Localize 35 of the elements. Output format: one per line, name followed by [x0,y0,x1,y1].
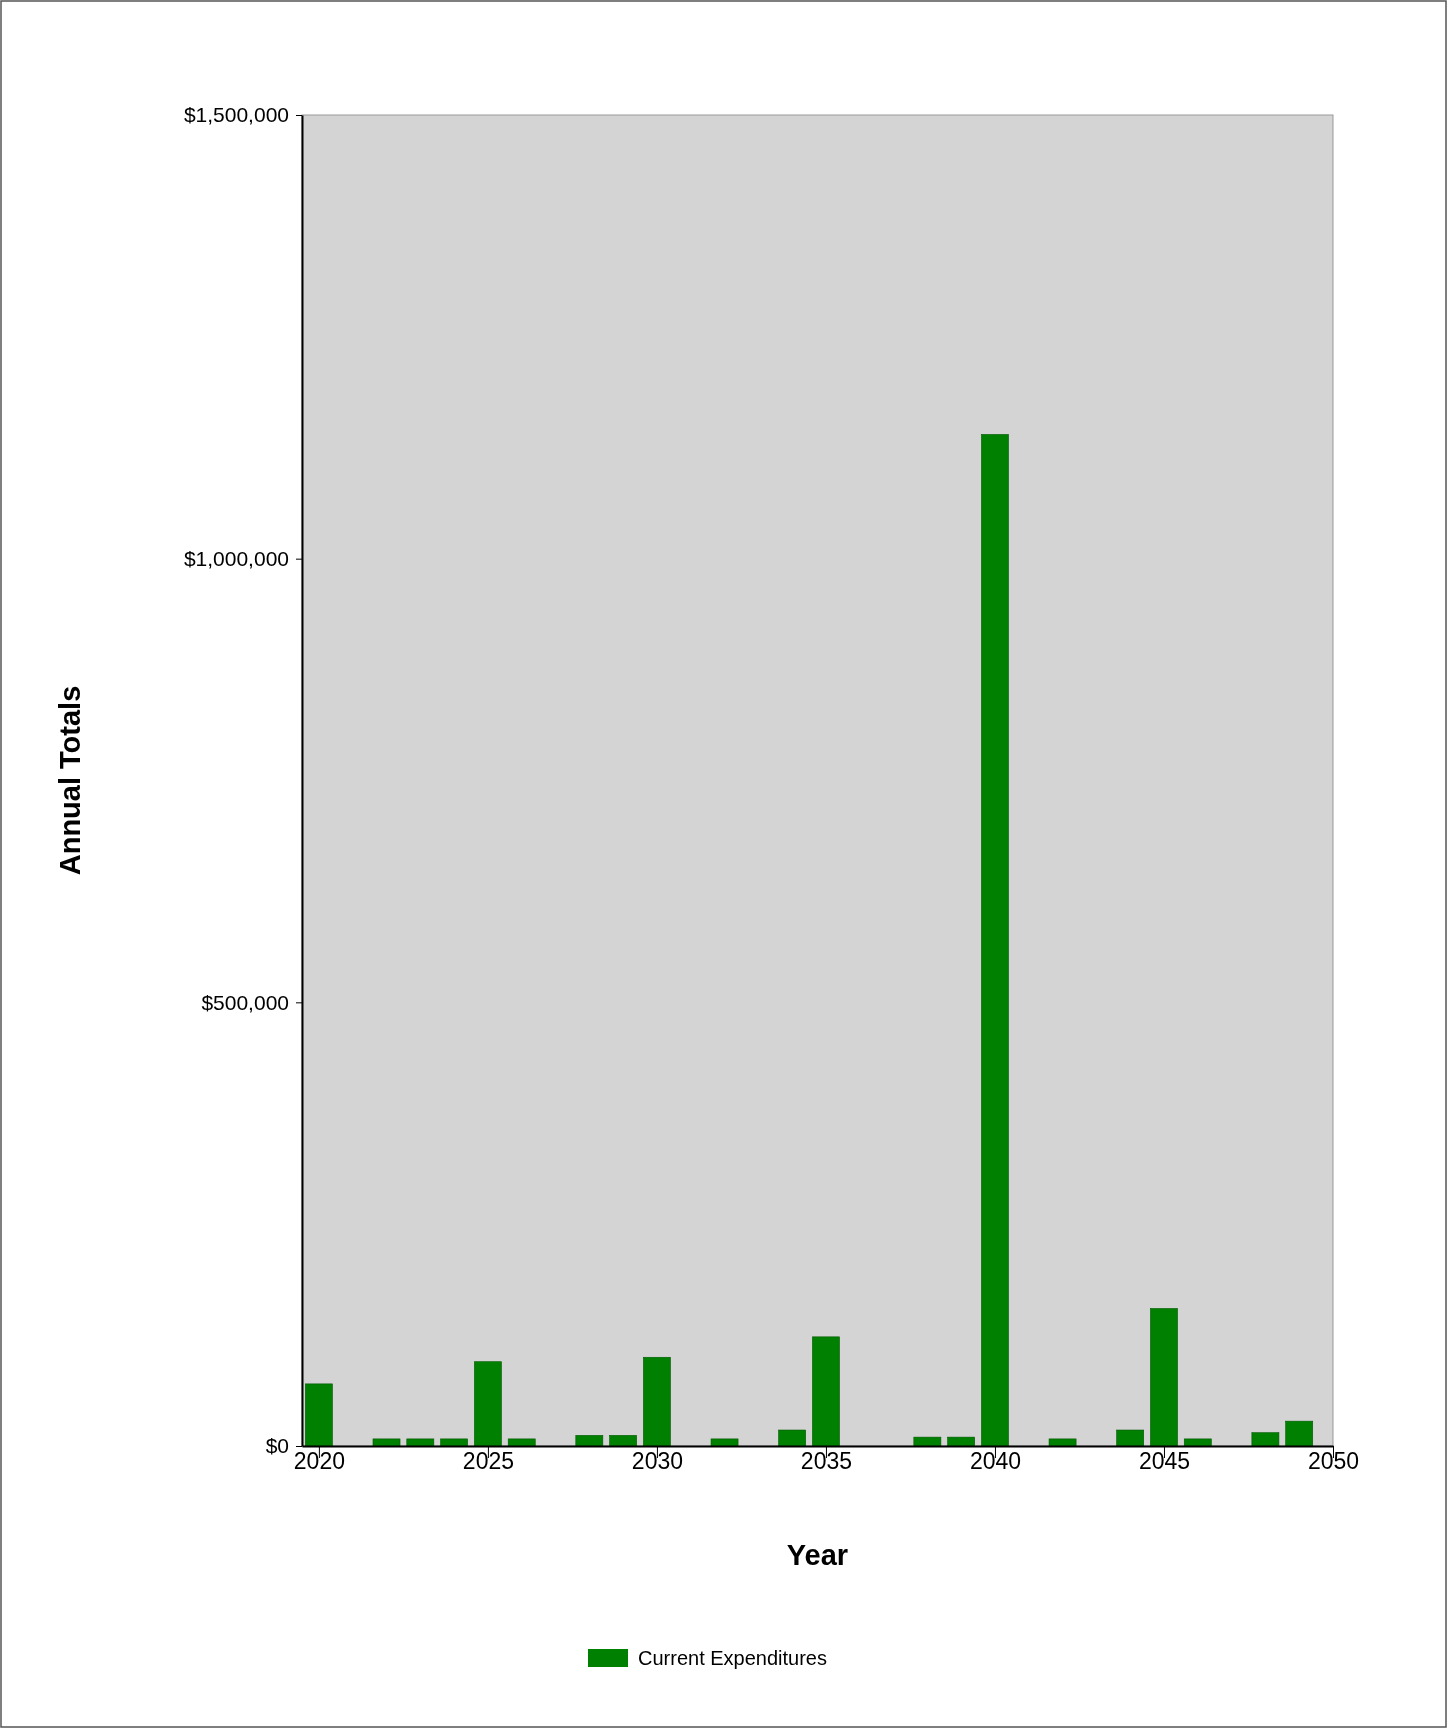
x-tick-label: 2045 [1138,1448,1191,1474]
y-tick-label: $0 [265,1434,289,1458]
bar [778,1429,806,1447]
bar [609,1435,637,1447]
bar [474,1361,502,1447]
x-tick-label: 2035 [800,1448,853,1474]
bar [1183,1438,1212,1447]
y-axis-title: Annual Totals [54,685,86,876]
x-tick-label: 2050 [1307,1448,1360,1474]
x-tick-label: 2030 [631,1448,684,1474]
bar [1048,1438,1077,1447]
y-tick-label: $1,000,000 [183,546,289,570]
bar [507,1438,536,1447]
bar [1150,1308,1178,1447]
bar [812,1336,840,1447]
bar [575,1435,604,1447]
bar [305,1383,333,1447]
x-tick-label: 2020 [293,1448,345,1474]
bar [981,434,1009,1447]
bar [406,1438,435,1447]
bar [1251,1432,1280,1447]
bar [710,1438,739,1447]
x-tick-label: 2025 [462,1448,514,1474]
y-tick-label: $1,500,000 [183,103,289,127]
legend-label: Current Expenditures [638,1647,827,1669]
bar [1285,1420,1314,1447]
x-axis-title: Year [786,1539,849,1571]
bar [913,1436,942,1447]
bar [440,1438,468,1447]
y-tick-label: $500,000 [201,990,289,1014]
bar [372,1438,401,1447]
bar [643,1356,671,1447]
bar [1116,1429,1144,1447]
x-tick-label: 2040 [969,1448,1022,1474]
bar [947,1436,975,1447]
